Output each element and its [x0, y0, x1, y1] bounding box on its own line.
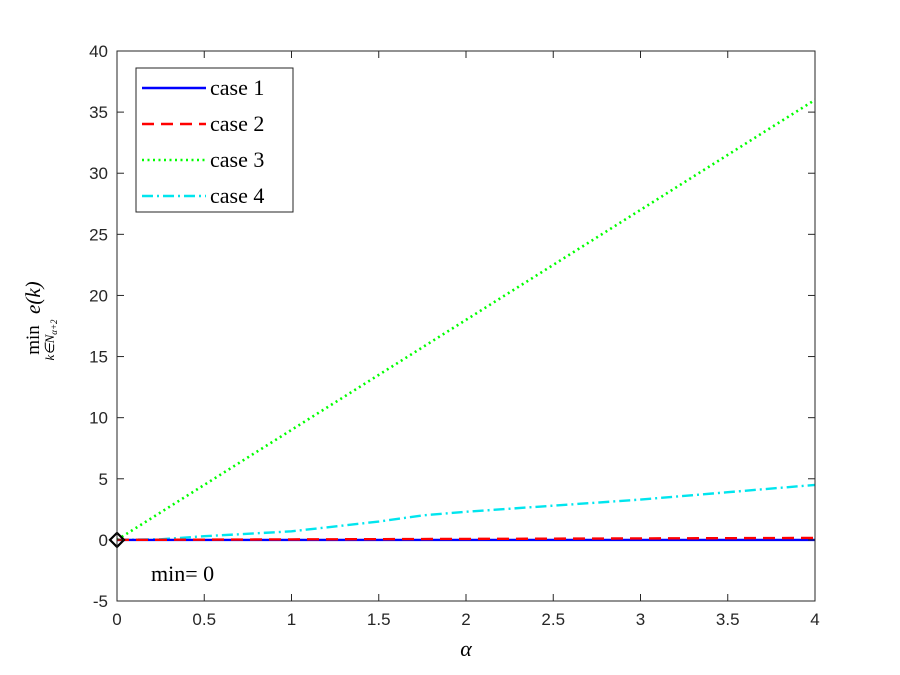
legend-label-case-2: case 2 — [210, 111, 264, 136]
legend-label-case-3: case 3 — [210, 147, 264, 172]
y-tick-label: 10 — [89, 409, 108, 428]
y-tick-label: 25 — [89, 225, 108, 244]
series-line-case-3 — [116, 98, 816, 541]
y-tick-label: 5 — [99, 470, 108, 489]
legend-box — [135, 67, 294, 213]
x-tick-label: 1 — [287, 610, 296, 629]
legend: case 1 case 2 case 3 case 4 — [135, 67, 294, 213]
series-line-case-4 — [116, 483, 816, 542]
x-tick-label: 1.5 — [367, 610, 391, 629]
y-tick-label: 0 — [99, 531, 108, 550]
x-tick-label: 3.5 — [716, 610, 740, 629]
x-axis-label: α — [460, 636, 472, 661]
y-tick-label: 15 — [89, 348, 108, 367]
x-tick-label: 2 — [461, 610, 470, 629]
y-axis-label: min e(k) k∈Nα+2 — [21, 281, 59, 360]
y-axis-label-operator: min — [23, 325, 44, 355]
series-line-case-2 — [116, 536, 816, 542]
y-axis-label-function: e(k) — [21, 281, 45, 314]
y-tick-label: 20 — [89, 286, 108, 305]
legend-label-case-4: case 4 — [210, 183, 264, 208]
y-tick-label: 40 — [89, 42, 108, 61]
y-tick-label: 30 — [89, 164, 108, 183]
x-tick-label: 0.5 — [192, 610, 216, 629]
y-axis-label-subscript: k∈Nα+2 — [42, 319, 59, 361]
x-tick-label: 3 — [636, 610, 645, 629]
x-tick-label: 4 — [810, 610, 819, 629]
legend-label-case-1: case 1 — [210, 75, 264, 100]
y-tick-label: -5 — [93, 592, 108, 611]
x-tick-label: 2.5 — [541, 610, 565, 629]
y-axis-label-subscript-index: α+2 — [49, 319, 59, 335]
y-axis-label-subscript-k: k∈N — [42, 333, 57, 360]
min-annotation-label: min= 0 — [151, 561, 214, 586]
y-tick-label: 35 — [89, 103, 108, 122]
series-layer — [116, 98, 816, 542]
x-tick-label: 0 — [112, 610, 121, 629]
